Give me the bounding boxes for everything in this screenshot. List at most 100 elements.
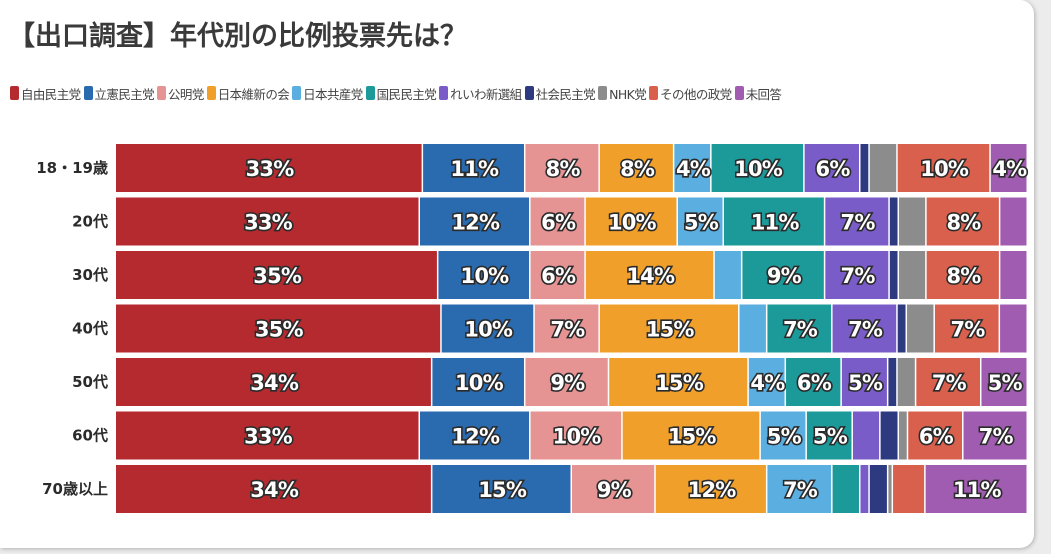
bar-segment <box>852 411 880 460</box>
bar-segment <box>432 358 524 406</box>
data-label: 7% <box>783 318 818 342</box>
legend-item: 日本共産党 <box>292 84 363 103</box>
bar-segment <box>806 411 852 460</box>
legend-item: 国民民主党 <box>365 84 437 103</box>
data-label: 5% <box>767 425 802 449</box>
bar-segment <box>926 251 999 299</box>
legend-item: 社会民主党 <box>524 84 596 103</box>
bar-segment <box>116 411 419 460</box>
bar-segment <box>897 358 915 406</box>
bar-segment <box>441 304 534 353</box>
legend-label: 日本維新の会 <box>217 86 290 102</box>
data-label: 7% <box>979 425 1014 449</box>
legend-item: NHK党 <box>598 84 647 103</box>
row-label: 20代 <box>72 213 108 231</box>
bar-segment <box>1000 197 1027 246</box>
bar-segment <box>893 465 925 513</box>
bar-segment <box>622 411 760 460</box>
legend-label: NHK党 <box>609 86 647 102</box>
legend-item: 立憲民主党 <box>83 84 155 103</box>
bar-segment <box>585 197 677 246</box>
data-label: 11% <box>953 478 1002 502</box>
bar-segment <box>889 251 898 299</box>
bar-segment <box>432 465 571 513</box>
data-label: 10% <box>455 371 504 395</box>
data-label: 34% <box>250 478 299 502</box>
legend-item: 未回答 <box>734 84 782 103</box>
bar-segment <box>934 304 999 353</box>
legend-label: 公明党 <box>168 86 204 102</box>
bar-segment <box>880 411 898 460</box>
data-label: 33% <box>244 425 293 449</box>
data-label: 6% <box>541 264 576 288</box>
bar-segment <box>869 465 887 513</box>
data-label: 6% <box>816 157 851 181</box>
bar-segment <box>585 251 714 299</box>
bar-row: 18・19歳 33% 11% 8% 8% 4% 10% 6% 10% 4% <box>36 144 1030 192</box>
bar-segment <box>832 304 897 353</box>
legend-label: その他の政党 <box>660 86 732 102</box>
legend-label: 立憲民主党 <box>94 86 155 102</box>
bar-segment <box>963 411 1027 460</box>
bar-segment <box>1000 304 1027 353</box>
data-label: 10% <box>920 157 969 181</box>
row-label: 30代 <box>72 266 108 284</box>
row-label: 50代 <box>72 373 108 391</box>
bar-segment <box>420 197 530 246</box>
data-label: 34% <box>250 371 299 395</box>
data-label: 5% <box>848 371 883 395</box>
data-label: 10% <box>464 318 513 342</box>
legend-swatch <box>83 86 93 100</box>
bar-segment <box>916 358 980 406</box>
data-label: 9% <box>550 371 585 395</box>
bar-segment <box>981 358 1027 406</box>
legend-item: 公明党 <box>157 84 204 103</box>
bar-segment <box>423 144 524 192</box>
stacked-bar-chart: 18・19歳 33% 11% 8% 8% 4% 10% 6% 10% 4%20代 33% 12% 6% 1… <box>36 144 1030 513</box>
data-label: 10% <box>608 211 657 235</box>
data-label: 7% <box>950 318 985 342</box>
bar-segment <box>990 144 1027 192</box>
legend-swatch <box>157 86 167 100</box>
data-label: 6% <box>919 425 954 449</box>
legend-swatch <box>598 86 608 100</box>
legend-label: 日本共産党 <box>303 86 363 102</box>
bar-segment <box>525 144 599 192</box>
bar-segment <box>889 197 898 246</box>
chart-card: 【出口調査】年代別の比例投票先は？ 自由民主党 立憲民主党 公明党 日本維新の会 日本共… <box>0 0 1034 548</box>
bar-segment <box>897 304 906 353</box>
bar-segment <box>825 251 889 299</box>
bar-segment <box>926 197 999 246</box>
legend-swatch <box>10 86 19 100</box>
bar-segment <box>116 251 437 299</box>
bar-segment <box>116 144 422 192</box>
bar-segment <box>1000 251 1027 299</box>
bar-segment <box>860 144 869 192</box>
row-label: 70歳以上 <box>42 480 108 498</box>
legend-swatch <box>292 86 302 100</box>
bar-segment <box>711 144 804 192</box>
data-label: 12% <box>451 211 500 235</box>
bar-segment <box>599 304 739 353</box>
legend-label: れいわ新選組 <box>450 86 522 102</box>
bar-segment <box>860 465 869 513</box>
bar-segment <box>908 411 963 460</box>
bar-segment <box>534 304 599 353</box>
bar-segment <box>599 144 673 192</box>
legend-swatch <box>524 86 534 100</box>
data-label: 8% <box>546 157 581 181</box>
bar-row: 40代 35% 10% 7% 15% 7% 7% 7% <box>72 304 1027 353</box>
bar-row: 20代 33% 12% 6% 10% 5% 11% 7% 8% <box>72 197 1027 246</box>
bar-segment <box>841 358 887 406</box>
bar-segment <box>786 358 841 406</box>
bar-segment <box>899 251 926 299</box>
legend-swatch <box>649 86 659 100</box>
bar-row: 30代 35% 10% 6% 14% 9% 7% 8% <box>72 251 1027 299</box>
data-label: 5% <box>684 211 719 235</box>
bar-row: 50代 34% 10% 9% 15% 4% 6% 5% 7% 5% <box>72 358 1027 406</box>
data-label: 35% <box>255 318 304 342</box>
bar-segment <box>530 411 622 460</box>
bar-segment <box>674 144 711 192</box>
bar-segment <box>748 358 785 406</box>
data-label: 6% <box>541 211 576 235</box>
